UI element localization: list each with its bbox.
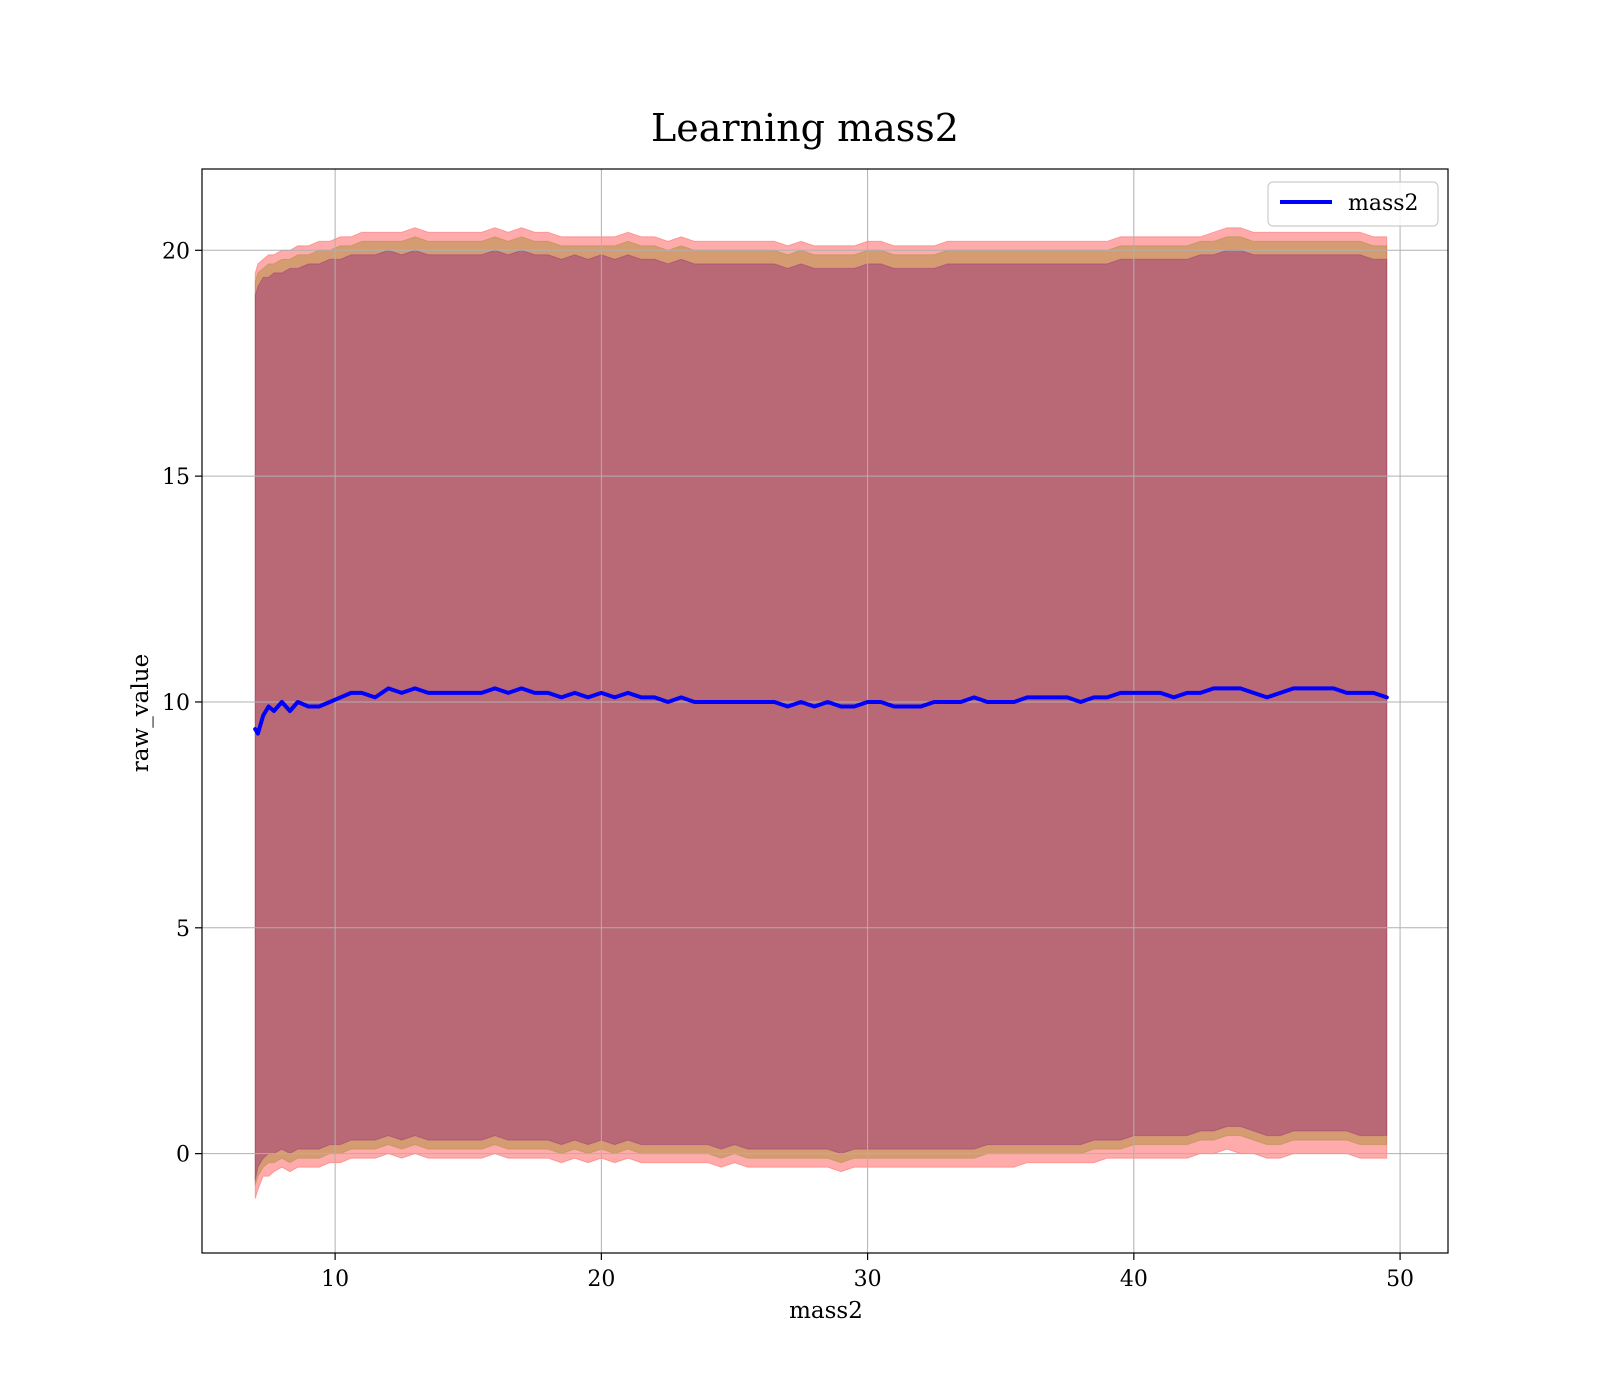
x-tick-label-50: 50 bbox=[1386, 1267, 1414, 1292]
y-axis-label: raw_value bbox=[128, 654, 154, 772]
plot-frame bbox=[201, 168, 1449, 1254]
x-tick-label-10: 10 bbox=[321, 1267, 349, 1292]
series-lines bbox=[253, 686, 1389, 736]
axes bbox=[195, 168, 1449, 1260]
band-3 bbox=[254, 249, 1388, 1181]
series-line-mass2 bbox=[253, 686, 1389, 736]
y-tick-label-5: 5 bbox=[176, 917, 190, 942]
legend-label-mass2: mass2 bbox=[1348, 191, 1419, 216]
x-axis-label: mass2 bbox=[789, 1298, 863, 1324]
y-tick-label-0: 0 bbox=[176, 1143, 190, 1168]
legend-frame bbox=[1267, 181, 1439, 227]
chart-title: Learning mass2 bbox=[651, 106, 959, 150]
tick-labels: 10 20 30 40 50 0 5 10 15 20 bbox=[162, 239, 1414, 1292]
y-tick-label-20: 20 bbox=[162, 239, 190, 264]
band-1 bbox=[254, 227, 1388, 1199]
y-tick-label-15: 15 bbox=[162, 465, 190, 490]
x-tick-label-40: 40 bbox=[1120, 1267, 1148, 1292]
x-tick-label-30: 30 bbox=[854, 1267, 882, 1292]
y-tick-label-10: 10 bbox=[162, 691, 190, 716]
legend: mass2 bbox=[1267, 181, 1439, 227]
confidence-bands bbox=[254, 227, 1388, 1199]
band-2 bbox=[254, 236, 1388, 1186]
x-tick-label-20: 20 bbox=[587, 1267, 615, 1292]
plot-area bbox=[202, 169, 1448, 1253]
grid-lines bbox=[202, 169, 1448, 1253]
